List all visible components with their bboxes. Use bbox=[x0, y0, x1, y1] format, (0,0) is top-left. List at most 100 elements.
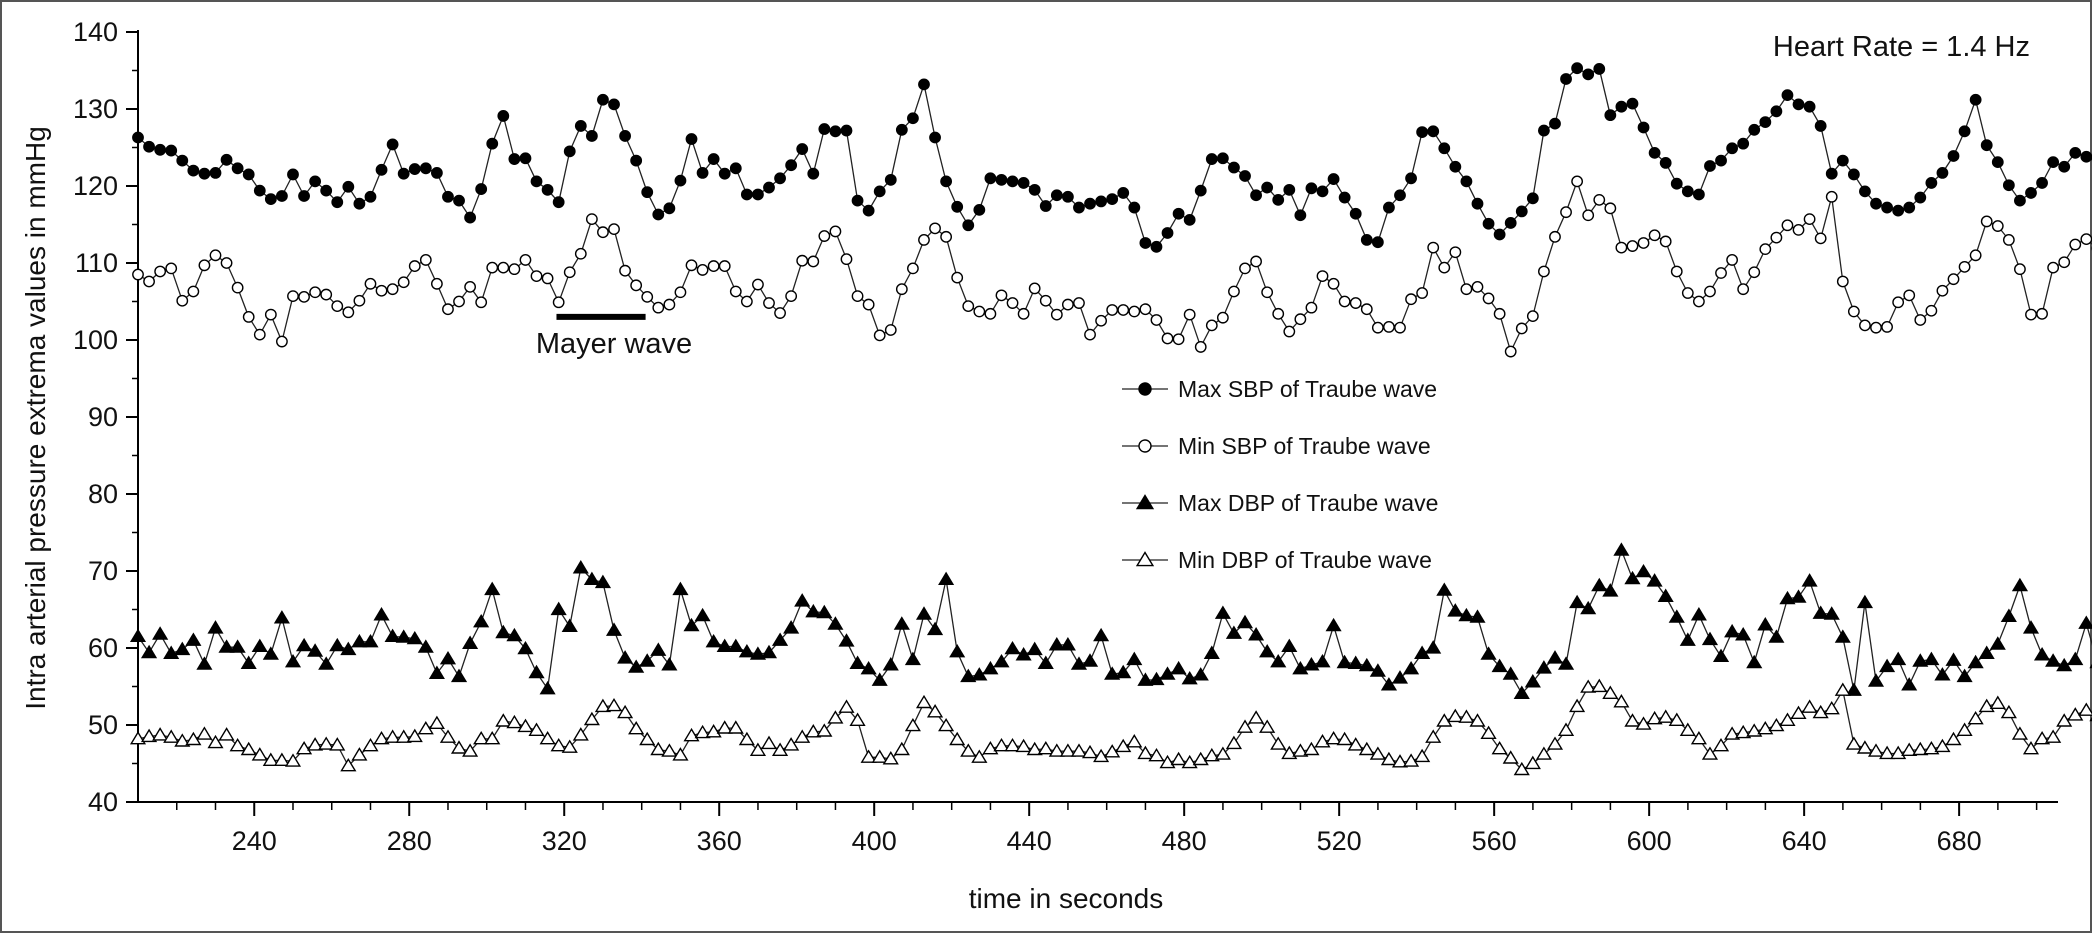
data-point bbox=[849, 655, 866, 669]
data-point bbox=[1416, 287, 1429, 299]
data-point bbox=[1338, 191, 1351, 204]
data-point bbox=[1314, 654, 1331, 668]
x-tick-label: 280 bbox=[387, 826, 432, 856]
data-point bbox=[439, 650, 457, 665]
data-point bbox=[1668, 609, 1685, 623]
data-point bbox=[1582, 68, 1595, 81]
data-point bbox=[165, 144, 178, 157]
data-point bbox=[1881, 321, 1893, 333]
data-point bbox=[331, 300, 344, 313]
data-point bbox=[2025, 187, 2037, 199]
y-axis-title: Intra arterial pressure extrema values i… bbox=[20, 126, 51, 710]
data-point bbox=[1172, 333, 1185, 346]
data-point bbox=[1991, 220, 2004, 232]
data-point bbox=[1814, 120, 1827, 132]
data-point bbox=[287, 290, 299, 303]
data-point bbox=[1801, 573, 1818, 587]
data-point bbox=[1037, 741, 1054, 755]
data-point bbox=[552, 296, 565, 309]
data-point bbox=[1316, 185, 1329, 198]
data-point bbox=[331, 196, 344, 209]
data-point bbox=[960, 743, 977, 757]
data-point bbox=[1294, 209, 1307, 222]
data-point bbox=[464, 280, 477, 293]
data-point bbox=[1493, 307, 1506, 320]
data-point bbox=[475, 296, 488, 309]
data-point bbox=[1015, 738, 1032, 753]
data-point bbox=[1126, 651, 1143, 666]
data-point bbox=[132, 131, 144, 144]
data-point bbox=[1048, 743, 1065, 757]
data-point bbox=[264, 308, 277, 321]
data-point bbox=[1956, 668, 1973, 683]
data-point bbox=[1947, 150, 1960, 162]
data-point bbox=[1128, 201, 1141, 214]
data-point bbox=[2067, 651, 2084, 666]
data-point bbox=[652, 208, 665, 221]
data-point bbox=[617, 704, 634, 719]
data-point bbox=[2011, 577, 2029, 592]
data-point bbox=[2067, 707, 2084, 721]
data-point bbox=[1690, 607, 1707, 621]
data-point bbox=[353, 294, 366, 307]
data-point bbox=[1039, 200, 1052, 212]
data-point bbox=[320, 184, 333, 197]
data-point bbox=[1945, 652, 1962, 666]
data-point bbox=[1557, 656, 1575, 670]
data-point bbox=[342, 306, 355, 319]
data-point bbox=[154, 265, 167, 278]
data-point bbox=[752, 188, 764, 201]
data-point bbox=[1613, 694, 1630, 708]
data-point bbox=[1613, 542, 1630, 556]
data-point bbox=[661, 657, 678, 671]
data-point bbox=[938, 717, 955, 732]
data-point bbox=[373, 607, 390, 621]
data-point bbox=[530, 270, 543, 282]
data-point bbox=[152, 727, 169, 741]
data-point bbox=[840, 124, 853, 137]
data-point bbox=[1524, 755, 1541, 770]
data-point bbox=[273, 752, 290, 766]
data-point bbox=[774, 307, 786, 319]
data-point bbox=[696, 167, 709, 179]
data-point bbox=[295, 741, 313, 755]
data-point bbox=[707, 153, 720, 165]
data-point bbox=[1469, 713, 1486, 727]
x-tick-label: 400 bbox=[852, 826, 897, 856]
data-point bbox=[1059, 743, 1076, 757]
data-point bbox=[1028, 282, 1041, 295]
data-point bbox=[1978, 645, 1995, 659]
data-point bbox=[605, 697, 623, 712]
data-point bbox=[276, 335, 288, 348]
data-point bbox=[829, 125, 842, 138]
data-point bbox=[298, 290, 310, 303]
data-point bbox=[2045, 653, 2062, 667]
data-point bbox=[796, 143, 809, 155]
data-point bbox=[2025, 308, 2037, 321]
data-point bbox=[1735, 724, 1752, 739]
data-point bbox=[1892, 296, 1905, 309]
data-point bbox=[1104, 744, 1121, 758]
data-point bbox=[993, 737, 1010, 752]
data-point bbox=[1759, 243, 1772, 256]
data-point bbox=[884, 324, 897, 336]
data-point bbox=[1480, 725, 1497, 739]
data-point bbox=[1701, 631, 1719, 646]
data-point bbox=[2047, 261, 2060, 274]
data-point bbox=[1779, 712, 1796, 726]
legend-item-2: Min SBP of Traube wave bbox=[1122, 433, 1431, 459]
data-point bbox=[608, 223, 620, 236]
data-point bbox=[1569, 698, 1586, 713]
data-point bbox=[1923, 651, 1940, 666]
data-point bbox=[674, 174, 687, 187]
data-point bbox=[264, 193, 277, 205]
data-point bbox=[1825, 190, 1838, 203]
data-point bbox=[605, 622, 623, 636]
data-point bbox=[583, 571, 600, 585]
data-point bbox=[995, 289, 1008, 302]
data-point bbox=[1183, 308, 1196, 321]
data-point bbox=[1128, 305, 1141, 318]
data-point bbox=[1591, 678, 1608, 693]
data-point bbox=[1914, 314, 1927, 326]
